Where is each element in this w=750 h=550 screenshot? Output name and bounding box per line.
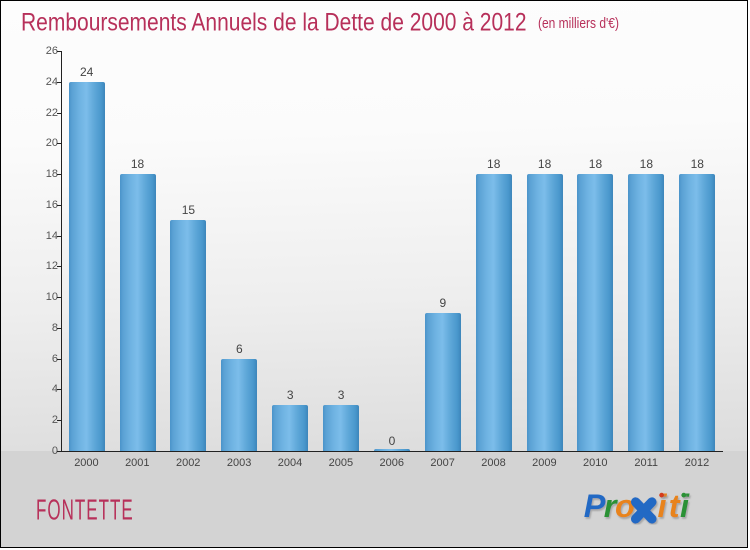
- svg-text:t: t: [669, 488, 681, 524]
- svg-text:P: P: [584, 488, 606, 524]
